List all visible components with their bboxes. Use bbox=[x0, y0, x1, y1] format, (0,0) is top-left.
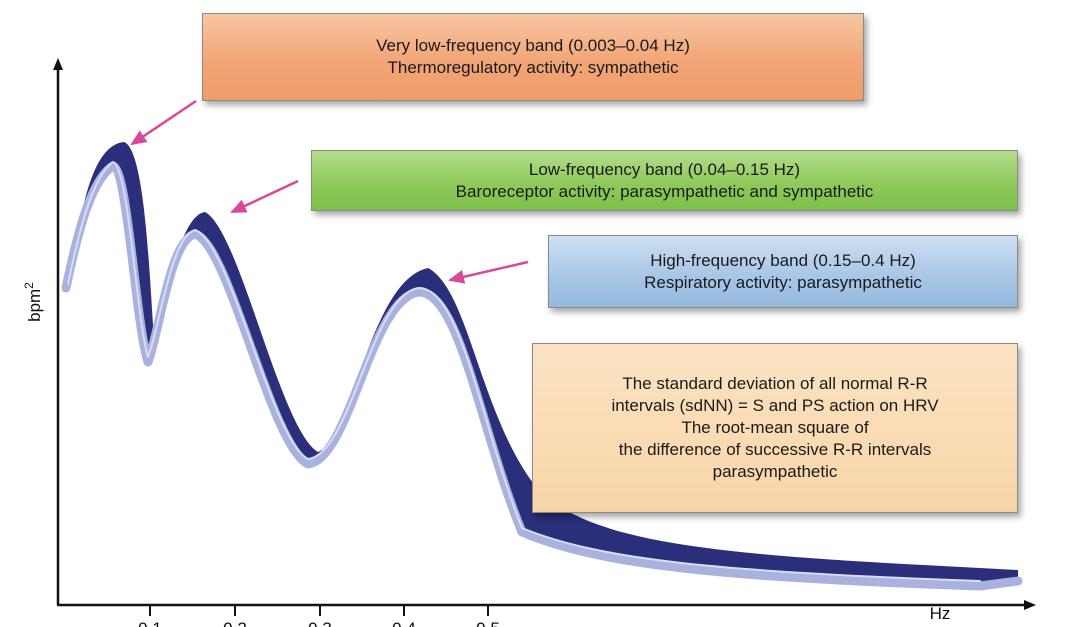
lf-band-activity: Baroreceptor activity: parasympathetic a… bbox=[456, 181, 874, 203]
hrv-note-box: The standard deviation of all normal R-R… bbox=[532, 343, 1018, 513]
x-tick-label: 0.2 bbox=[223, 619, 247, 627]
hrv-note-line: intervals (sdNN) = S and PS action on HR… bbox=[611, 395, 938, 417]
vlf-band-box: Very low-frequency band (0.003–0.04 Hz) … bbox=[202, 13, 864, 101]
callout-arrow-hf bbox=[450, 262, 528, 280]
x-tick-label: 0.4 bbox=[392, 619, 416, 627]
hrv-note-line: the difference of successive R-R interva… bbox=[619, 439, 931, 461]
y-axis-label-unit: bpm bbox=[25, 289, 44, 322]
hrv-note-line: The standard deviation of all normal R-R bbox=[622, 373, 927, 395]
hf-band-box: High-frequency band (0.15–0.4 Hz) Respir… bbox=[548, 235, 1018, 308]
vlf-band-title: Very low-frequency band (0.003–0.04 Hz) bbox=[376, 35, 690, 57]
callout-arrow-lf bbox=[232, 181, 298, 212]
x-axis-label: Hz bbox=[930, 604, 951, 623]
y-axis-label: bpm2 bbox=[22, 282, 44, 322]
callout-arrow-vlf bbox=[132, 101, 196, 144]
hrv-note-line: parasympathetic bbox=[713, 461, 838, 483]
lf-band-title: Low-frequency band (0.04–0.15 Hz) bbox=[529, 159, 800, 181]
x-tick-label: 0.5 bbox=[476, 619, 500, 627]
vlf-band-activity: Thermoregulatory activity: sympathetic bbox=[388, 57, 679, 79]
hrv-note-line: The root-mean square of bbox=[681, 417, 868, 439]
hf-band-title: High-frequency band (0.15–0.4 Hz) bbox=[650, 250, 916, 272]
y-axis-label-exponent: 2 bbox=[22, 282, 36, 289]
lf-band-box: Low-frequency band (0.04–0.15 Hz) Barore… bbox=[311, 150, 1018, 211]
x-tick-label: 0.1 bbox=[138, 619, 162, 627]
x-ticks bbox=[150, 605, 488, 616]
hf-band-activity: Respiratory activity: parasympathetic bbox=[644, 272, 922, 294]
x-tick-label: 0.3 bbox=[308, 619, 332, 627]
